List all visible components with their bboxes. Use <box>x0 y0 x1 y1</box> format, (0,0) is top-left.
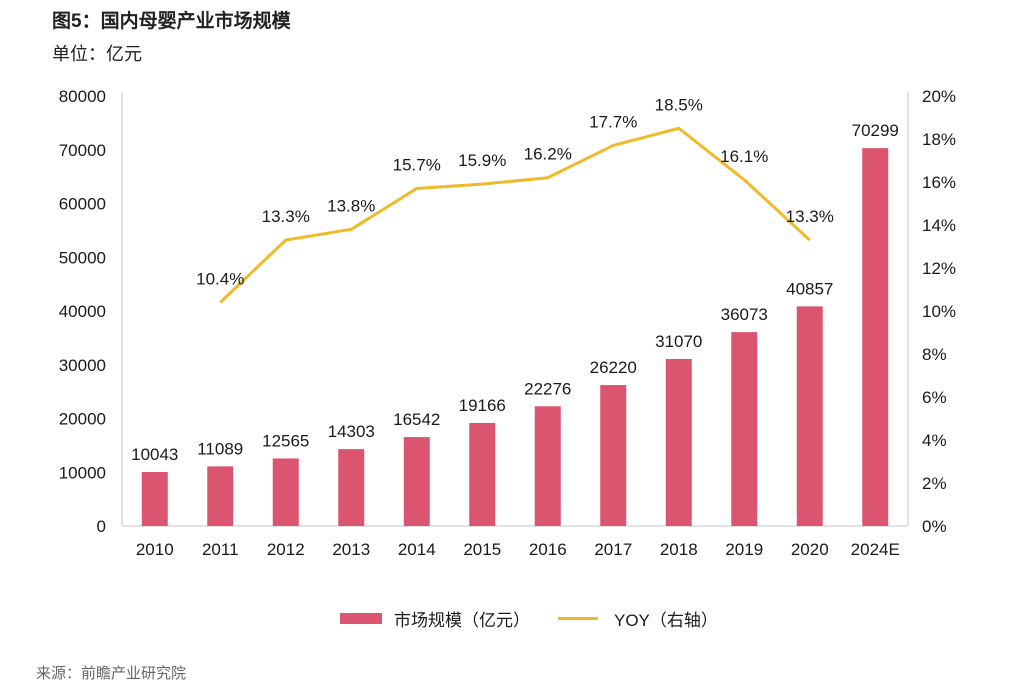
right-axis-tick-label: 4% <box>922 431 947 450</box>
bar-2010 <box>141 472 168 526</box>
bars <box>141 148 889 526</box>
yoy-line <box>219 126 811 304</box>
bar-value-label: 31070 <box>655 332 702 351</box>
bar-2011 <box>207 466 234 526</box>
legend-bar-swatch <box>340 613 382 624</box>
yoy-value-label: 13.3% <box>786 207 834 226</box>
bar-2015 <box>469 422 496 526</box>
x-axis-tick-label: 2015 <box>463 540 501 559</box>
right-axis-tick-label: 20% <box>922 87 956 106</box>
line-labels: 10.4% 13.3% 13.8% 15.7% 15.9% 16.2% 17.7% 18.5%… <box>196 95 834 288</box>
axes <box>121 92 909 527</box>
bar-2016 <box>534 406 561 526</box>
yoy-value-label: 17.7% <box>589 112 637 131</box>
bar-value-label: 16542 <box>393 410 440 429</box>
right-axis-tick-label: 16% <box>922 173 956 192</box>
x-axis-tick-label: 2010 <box>136 540 174 559</box>
x-axis-tick-label: 2014 <box>398 540 436 559</box>
x-axis-tick-label: 2017 <box>594 540 632 559</box>
x-axis-tick-label: 2012 <box>267 540 305 559</box>
left-axis-tick-label: 0 <box>97 517 106 536</box>
bar-2019 <box>731 332 758 526</box>
bar-value-label: 19166 <box>459 396 506 415</box>
chart-title: 图5：国内母婴产业市场规模 <box>52 11 291 32</box>
ticks: 0 10000 20000 30000 40000 50000 60000 70000 8000… <box>59 87 956 559</box>
bar-2017 <box>600 385 627 526</box>
yoy-value-label: 13.8% <box>327 196 375 215</box>
source-note: 来源：前瞻产业研究院 <box>36 665 187 682</box>
right-axis-tick-label: 10% <box>922 302 956 321</box>
bar-2013 <box>338 449 365 526</box>
yoy-value-label: 13.3% <box>262 207 310 226</box>
bar-2012 <box>272 458 299 526</box>
left-axis-tick-label: 70000 <box>59 141 106 160</box>
right-axis-tick-label: 2% <box>922 474 947 493</box>
right-axis-tick-label: 8% <box>922 345 947 364</box>
left-axis-tick-label: 80000 <box>59 87 106 106</box>
bar-2024E <box>862 148 889 526</box>
yoy-value-label: 15.9% <box>458 151 506 170</box>
left-axis-tick-label: 30000 <box>59 356 106 375</box>
right-axis-tick-label: 12% <box>922 259 956 278</box>
yoy-value-label: 18.5% <box>655 95 703 114</box>
bar-value-label: 36073 <box>721 305 768 324</box>
bar-value-label: 26220 <box>590 358 637 377</box>
yoy-value-label: 15.7% <box>393 155 441 174</box>
yoy-value-label: 16.2% <box>524 145 572 164</box>
bar-value-label: 10043 <box>131 445 178 464</box>
right-axis-tick-label: 18% <box>922 130 956 149</box>
bar-value-label: 11089 <box>197 439 243 458</box>
legend-line-swatch <box>558 617 598 620</box>
right-axis-tick-label: 0% <box>922 517 947 536</box>
x-axis-tick-label: 2024E <box>851 540 900 559</box>
bar-2014 <box>403 437 430 526</box>
left-axis-tick-label: 40000 <box>59 302 106 321</box>
left-axis-tick-label: 50000 <box>59 248 106 267</box>
left-axis-tick-label: 10000 <box>59 463 106 482</box>
right-axis-tick-label: 6% <box>922 388 947 407</box>
x-axis-tick-label: 2011 <box>202 540 239 559</box>
left-axis-tick-label: 60000 <box>59 195 106 214</box>
right-axis-tick-label: 14% <box>922 216 956 235</box>
legend-bar-label: 市场规模（亿元） <box>394 611 530 630</box>
bar-value-label: 40857 <box>786 279 833 298</box>
bar-labels: 10043 11089 12565 14303 16542 19166 22276 26220… <box>131 121 899 464</box>
bar-value-label: 70299 <box>852 121 899 140</box>
bar-2020 <box>796 306 823 526</box>
x-axis-tick-label: 2020 <box>791 540 829 559</box>
x-axis-tick-label: 2019 <box>725 540 763 559</box>
unit-label: 单位：亿元 <box>52 44 142 64</box>
legend: 市场规模（亿元） YOY（右轴） <box>340 606 718 631</box>
x-axis-tick-label: 2013 <box>332 540 370 559</box>
yoy-line-group <box>219 126 811 304</box>
yoy-value-label: 10.4% <box>196 269 244 288</box>
x-axis-tick-label: 2016 <box>529 540 567 559</box>
left-axis-tick-label: 20000 <box>59 410 106 429</box>
yoy-value-label: 16.1% <box>720 147 768 166</box>
legend-line-label: YOY（右轴） <box>614 611 718 630</box>
bar-value-label: 14303 <box>328 422 375 441</box>
bar-value-label: 22276 <box>524 379 571 398</box>
x-axis-tick-label: 2018 <box>660 540 698 559</box>
bar-2018 <box>665 358 692 526</box>
bar-value-label: 12565 <box>262 431 309 450</box>
